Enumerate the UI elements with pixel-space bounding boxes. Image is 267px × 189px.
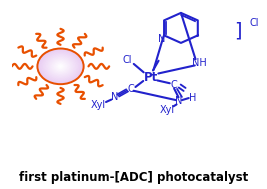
Circle shape: [56, 63, 65, 70]
Text: Cl: Cl: [123, 55, 132, 65]
Text: C: C: [170, 80, 177, 90]
Circle shape: [51, 59, 70, 74]
Circle shape: [48, 57, 73, 76]
Circle shape: [47, 56, 74, 77]
Circle shape: [46, 55, 75, 78]
Circle shape: [45, 54, 76, 78]
Circle shape: [44, 53, 77, 79]
Circle shape: [54, 61, 68, 72]
Circle shape: [48, 56, 74, 77]
Text: NH: NH: [192, 58, 207, 68]
Circle shape: [44, 54, 77, 79]
Circle shape: [42, 52, 79, 81]
Circle shape: [53, 60, 68, 72]
Text: ]: ]: [234, 21, 242, 40]
Text: first platinum-[ADC] photocatalyst: first platinum-[ADC] photocatalyst: [19, 171, 248, 184]
Circle shape: [39, 50, 82, 83]
Circle shape: [43, 53, 78, 80]
Text: Cl: Cl: [249, 18, 258, 28]
Text: N: N: [158, 34, 165, 44]
Circle shape: [52, 60, 69, 73]
Text: N: N: [175, 96, 183, 106]
Circle shape: [38, 49, 83, 84]
Circle shape: [57, 64, 64, 69]
Text: N: N: [111, 92, 118, 102]
Circle shape: [37, 49, 84, 84]
Circle shape: [54, 62, 67, 71]
Circle shape: [58, 65, 63, 68]
Circle shape: [50, 59, 70, 74]
Text: H: H: [189, 93, 196, 103]
Circle shape: [41, 52, 80, 81]
Text: Xyl: Xyl: [160, 105, 175, 115]
Circle shape: [59, 65, 62, 67]
Circle shape: [50, 58, 71, 75]
Circle shape: [55, 62, 66, 70]
Text: Pt: Pt: [143, 71, 158, 84]
Text: Xyl: Xyl: [91, 100, 106, 110]
Circle shape: [40, 50, 81, 82]
Circle shape: [57, 63, 64, 69]
Circle shape: [60, 66, 61, 67]
Text: C: C: [128, 84, 135, 94]
Circle shape: [41, 51, 81, 82]
Circle shape: [49, 57, 72, 75]
